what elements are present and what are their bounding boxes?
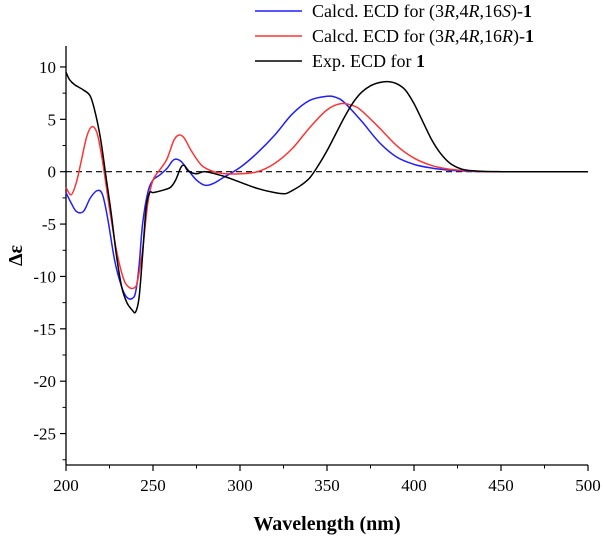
legend-entry: Calcd. ECD for (3R,4R,16S)-1 bbox=[312, 1, 532, 22]
legend-text-part: ,4 bbox=[455, 1, 469, 21]
x-tick-label: 450 bbox=[488, 476, 514, 495]
y-tick-label: -15 bbox=[33, 320, 56, 339]
x-tick-label: 250 bbox=[140, 476, 166, 495]
calcd-16r-line bbox=[65, 102, 588, 290]
legend-text-part: S bbox=[502, 1, 511, 21]
legend-text-part: R bbox=[501, 26, 513, 46]
legend-text-part: 1 bbox=[525, 26, 534, 46]
series-lines bbox=[65, 71, 588, 314]
legend-text-part: )- bbox=[513, 26, 525, 47]
y-tick-label: 0 bbox=[48, 163, 57, 182]
y-tick-label: -5 bbox=[42, 215, 56, 234]
legend-entry: Exp. ECD for 1 bbox=[312, 51, 425, 71]
legend-entry: Calcd. ECD for (3R,4R,16R)-1 bbox=[312, 26, 534, 47]
legend-text-part: R bbox=[443, 26, 455, 46]
y-ticks: 10 5 0 -5 -10 -15 -20 -25 bbox=[33, 58, 66, 461]
legend-text-part: 1 bbox=[523, 1, 532, 21]
y-tick-label: -25 bbox=[33, 425, 56, 444]
plot-area: 200 250 300 350 400 450 500 10 5 0 -5 -10 -15 -20 -25 bbox=[33, 46, 601, 495]
legend-text: Calcd. ECD for (3 bbox=[312, 26, 444, 47]
legend-text: Calcd. ECD for (3 bbox=[312, 1, 444, 22]
legend-text-part: R bbox=[443, 1, 455, 21]
calcd-16s-line bbox=[65, 95, 588, 300]
x-tick-label: 400 bbox=[401, 476, 427, 495]
x-tick-label: 500 bbox=[575, 476, 601, 495]
x-ticks: 200 250 300 350 400 450 500 bbox=[53, 465, 601, 495]
legend-text: Exp. ECD for bbox=[312, 51, 416, 71]
exp-ecd-line bbox=[65, 71, 588, 314]
legend-text-part: 1 bbox=[416, 51, 425, 71]
legend-text-part: R bbox=[467, 1, 479, 21]
x-axis-title: Wavelength (nm) bbox=[253, 513, 400, 535]
x-tick-label: 350 bbox=[314, 476, 340, 495]
x-tick-label: 200 bbox=[53, 476, 79, 495]
y-tick-label: 5 bbox=[48, 110, 57, 129]
y-tick-label: 10 bbox=[39, 58, 56, 77]
legend-text-part: ,4 bbox=[455, 26, 469, 46]
y-axis-title: Δε bbox=[5, 245, 27, 267]
y-tick-label: -20 bbox=[33, 372, 56, 391]
x-tick-label: 300 bbox=[227, 476, 253, 495]
y-tick-label: -10 bbox=[33, 267, 56, 286]
legend-text-part: ,16 bbox=[479, 1, 502, 21]
legend-text-part: )- bbox=[511, 1, 523, 22]
legend-text-part: ,16 bbox=[479, 26, 502, 46]
legend-text-part: R bbox=[467, 26, 479, 46]
